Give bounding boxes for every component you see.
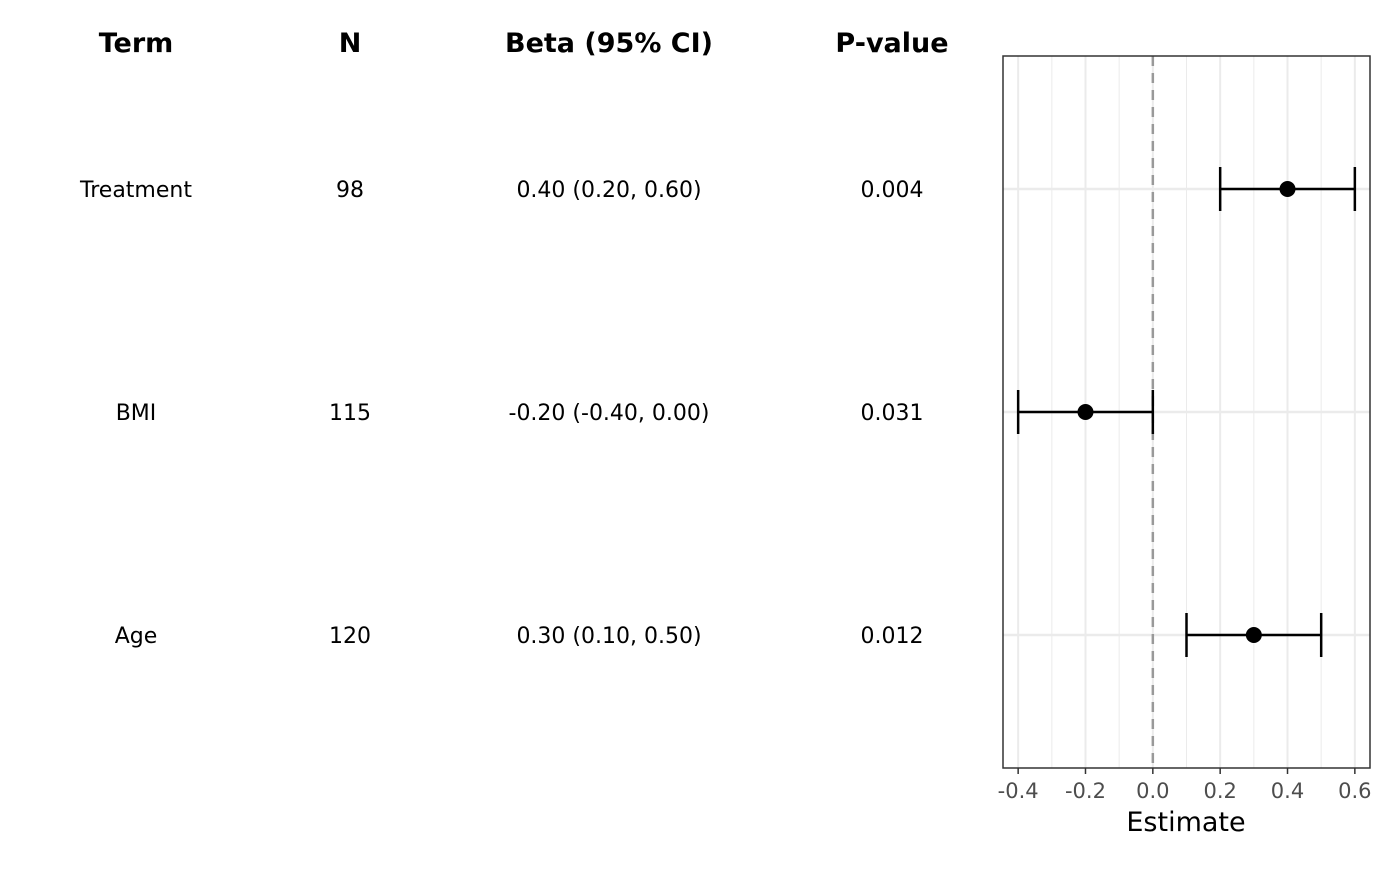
header-n: N [339,28,362,59]
table-rows: Treatment 98 0.40 (0.20, 0.60) 0.004 BMI 115 -… [79,178,923,649]
estimate-point [1245,627,1262,643]
panel-border [1002,55,1371,769]
p-value: 0.012 [861,624,924,649]
table-header: Term N Beta (95% CI) P-value [99,28,949,59]
header-p-value: P-value [835,28,948,59]
x-tick-label: 0.4 [1271,779,1304,803]
beta-ci-value: 0.40 (0.20, 0.60) [516,178,701,203]
n-value: 120 [329,624,371,649]
x-axis-label: Estimate [1126,807,1245,838]
x-tick-label: 0.6 [1338,779,1371,803]
x-tick-label: -0.2 [1065,779,1106,803]
term-label: Age [115,624,158,649]
term-label: Treatment [79,178,192,203]
beta-ci-value: -0.20 (-0.40, 0.00) [509,401,710,426]
header-beta-ci: Beta (95% CI) [505,28,713,59]
x-tick-label: 0.2 [1203,779,1236,803]
estimate-point [1279,181,1296,197]
estimate-point [1077,404,1094,420]
p-value: 0.004 [861,178,924,203]
n-value: 115 [329,401,371,426]
x-tick-label: -0.4 [998,779,1039,803]
plot-panel: -0.4 -0.2 0.0 0.2 0.4 0.6 [998,55,1372,803]
n-value: 98 [336,178,364,203]
term-label: BMI [116,401,157,426]
x-tick-label: 0.0 [1136,779,1169,803]
beta-ci-value: 0.30 (0.10, 0.50) [516,624,701,649]
header-term: Term [99,28,174,59]
p-value: 0.031 [861,401,924,426]
